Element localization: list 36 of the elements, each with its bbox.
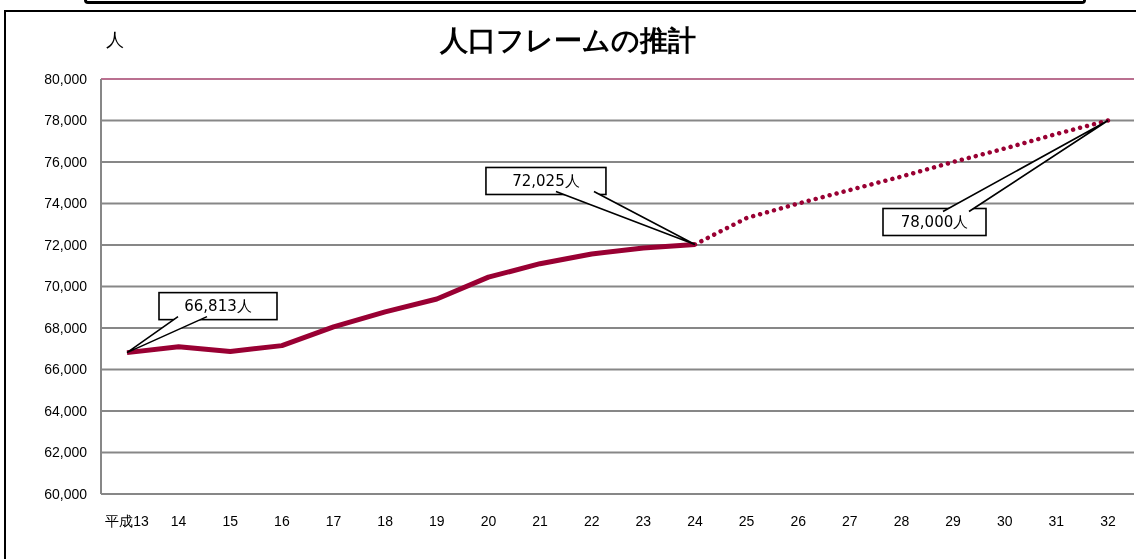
- y-tick-label: 78,000: [44, 112, 88, 129]
- x-tick-label: 17: [325, 512, 342, 529]
- x-tick-label: 16: [274, 512, 290, 529]
- x-tick-label: 31: [1048, 512, 1065, 529]
- y-tick-label: 66,000: [44, 361, 88, 378]
- y-tick-label: 68,000: [44, 319, 88, 336]
- x-tick-label: 22: [583, 512, 600, 529]
- x-tick-label: 18: [377, 512, 394, 529]
- x-tick-label: 19: [429, 512, 445, 529]
- chart-title: 人口フレームの推計: [440, 24, 696, 57]
- x-tick-label: 24: [687, 512, 703, 529]
- x-tick-label: 20: [480, 512, 497, 529]
- y-tick-label: 74,000: [44, 195, 88, 212]
- y-tick-label: 76,000: [44, 153, 88, 170]
- y-tick-label: 80,000: [44, 70, 88, 87]
- x-tick-label: 25: [738, 512, 755, 529]
- x-tick-label: 30: [996, 512, 1013, 529]
- y-tick-label: 64,000: [44, 402, 88, 419]
- x-tick-label: 32: [1100, 512, 1116, 529]
- y-tick-label: 70,000: [44, 278, 88, 295]
- x-tick-label: 23: [635, 512, 652, 529]
- annotation: 72,025人: [512, 171, 580, 190]
- annotation: 66,813人: [184, 297, 252, 316]
- x-tick-label: 26: [790, 512, 807, 529]
- y-tick-label: 72,000: [44, 236, 88, 253]
- x-tick-label: 28: [893, 512, 910, 529]
- x-tick-label: 15: [222, 512, 239, 529]
- annotation: 78,000人: [900, 213, 969, 231]
- y-tick-label: 62,000: [44, 444, 88, 461]
- x-tick-label: 21: [532, 512, 549, 529]
- x-tick-label: 平成13: [105, 512, 149, 529]
- y-tick-label: 60,000: [44, 485, 88, 502]
- x-tick-label: 29: [945, 512, 962, 529]
- y-axis-title: 人: [106, 29, 124, 50]
- x-tick-label: 14: [170, 512, 187, 529]
- x-tick-label: 27: [842, 512, 858, 529]
